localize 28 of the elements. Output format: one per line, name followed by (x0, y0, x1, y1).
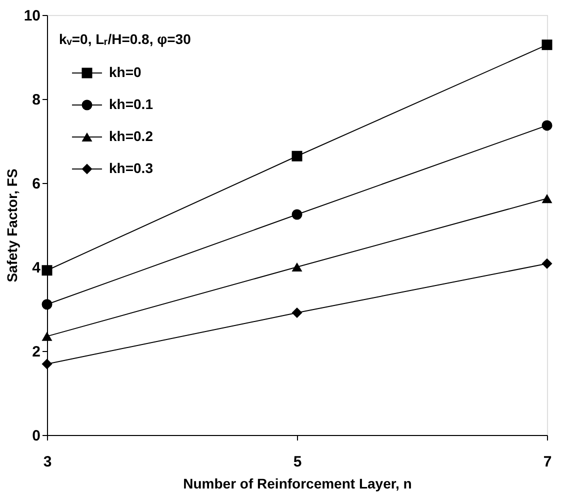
legend-label: kh=0 (109, 64, 142, 80)
x-tick-label: 7 (543, 454, 552, 470)
y-axis-title: Safety Factor, FS (4, 168, 20, 282)
point (292, 308, 302, 318)
point (542, 120, 552, 131)
y-tick-label: 2 (32, 344, 40, 360)
point (542, 40, 552, 50)
legend-label: kh=0.1 (109, 96, 154, 112)
y-tick-label: 8 (32, 92, 40, 108)
y-tick-label: 4 (32, 260, 42, 276)
y-tick-label: 0 (32, 428, 40, 444)
legend-label: kh=0.3 (109, 160, 154, 176)
point (42, 265, 52, 276)
point (292, 262, 302, 272)
y-tick-label: 6 (32, 176, 40, 192)
annotation: kᵥ=0, Lᵣ/H=0.8, φ=30 (59, 31, 192, 47)
point (292, 150, 302, 162)
point (42, 332, 52, 341)
point (292, 209, 302, 220)
x-tick-label: 5 (293, 454, 302, 470)
legend-label: kh=0.2 (109, 128, 154, 144)
point (42, 299, 52, 310)
y-tick-label: 10 (24, 8, 40, 24)
x-tick-label: 3 (43, 454, 52, 470)
point (42, 358, 52, 370)
x-axis-title: Number of Reinforcement Layer, n (183, 476, 412, 492)
point (542, 258, 552, 269)
point (542, 194, 552, 204)
